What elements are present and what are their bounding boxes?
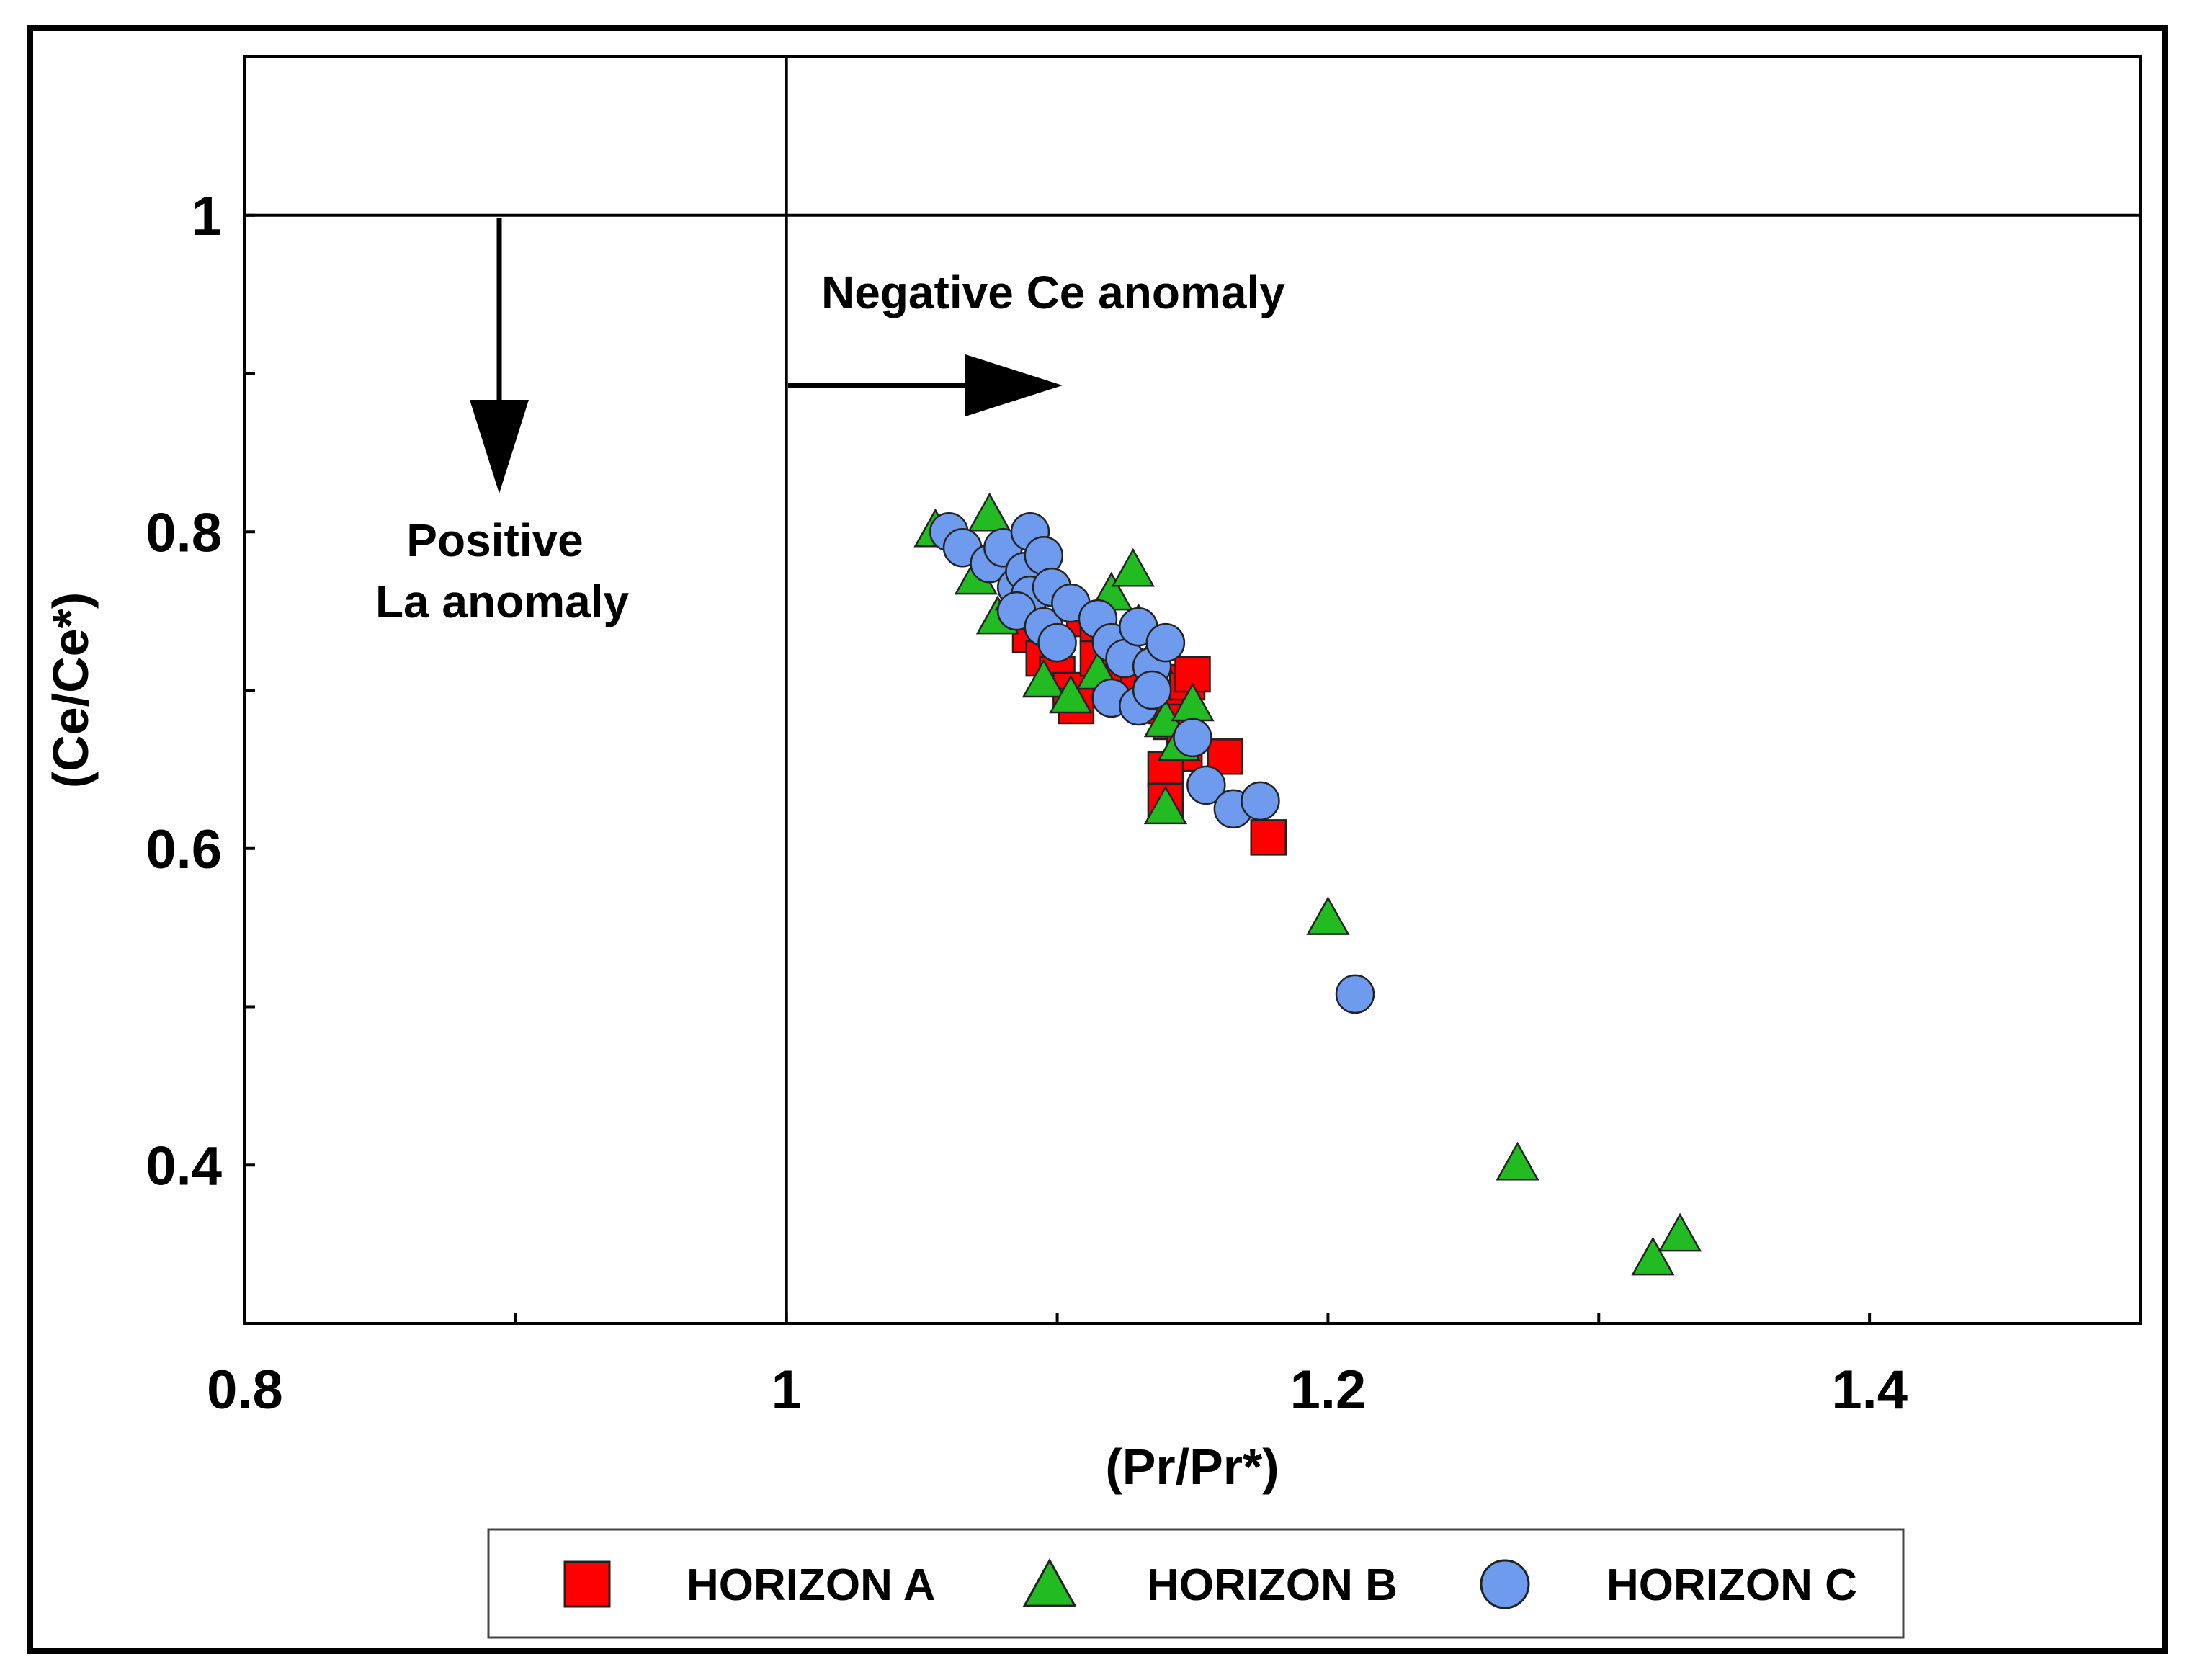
x-tick-label: 1 xyxy=(772,1359,802,1421)
annotation-negative-ce: Negative Ce anomaly xyxy=(821,267,1285,318)
data-point-triangle xyxy=(1111,548,1155,587)
data-point-circle xyxy=(1186,765,1226,805)
data-point-triangle xyxy=(1631,1236,1675,1276)
annotation-la-anomaly: La anomaly xyxy=(375,576,630,627)
y-tick-label: 0.8 xyxy=(146,502,222,563)
series-horizon-c xyxy=(929,512,1375,1014)
data-point-triangle xyxy=(1049,674,1093,714)
data-point-circle xyxy=(1335,974,1375,1014)
figure-outer-border xyxy=(27,25,2168,1654)
data-point-triangle xyxy=(1658,1212,1702,1252)
data-point-triangle xyxy=(1306,896,1350,935)
legend: HORIZON A HORIZON B HORIZON C xyxy=(487,1528,1905,1639)
data-point-circle xyxy=(1241,781,1280,821)
annotation-positive: Positive xyxy=(406,514,583,566)
legend-label-horizon-b: HORIZON B xyxy=(1147,1560,1398,1610)
legend-label-horizon-c: HORIZON C xyxy=(1606,1560,1857,1610)
reference-lines xyxy=(245,57,2140,1323)
data-points xyxy=(913,492,1702,1276)
y-tick-label: 0.4 xyxy=(146,1135,222,1197)
arrow-down-icon xyxy=(470,218,529,493)
x-axis-title: (Pr/Pr*) xyxy=(1105,1439,1279,1495)
tick-labels: 0.8 1 1.2 1.4 0.4 0.6 0.8 1 xyxy=(146,186,1908,1421)
data-point-circle xyxy=(1132,670,1172,710)
legend-box xyxy=(487,1528,1905,1639)
y-axis-title: (Ce/Ce*) xyxy=(43,592,99,788)
data-point-circle xyxy=(1173,718,1212,758)
legend-marker-horizon-a xyxy=(563,1560,611,1608)
x-tick-label: 1.4 xyxy=(1831,1359,1908,1421)
arrow-right-icon xyxy=(788,354,1063,416)
data-point-triangle xyxy=(1496,1141,1539,1181)
x-tick-label: 0.8 xyxy=(207,1359,283,1421)
legend-marker-horizon-b xyxy=(1022,1558,1077,1607)
data-point-triangle xyxy=(1022,658,1065,698)
data-point-triangle xyxy=(1143,785,1188,825)
annotations: Negative Ce anomaly Positive La anomaly xyxy=(375,218,1285,627)
y-tick-label: 0.6 xyxy=(146,819,222,880)
data-point-square xyxy=(1250,819,1287,856)
y-tick-label: 1 xyxy=(192,186,222,247)
x-tick-label: 1.2 xyxy=(1290,1359,1367,1421)
data-point-circle xyxy=(1037,622,1077,663)
data-point-triangle xyxy=(967,492,1011,532)
legend-marker-horizon-c xyxy=(1480,1559,1530,1609)
data-point-circle xyxy=(1145,622,1186,663)
legend-label-horizon-a: HORIZON A xyxy=(687,1560,936,1610)
axis-ticks xyxy=(243,213,1872,1323)
